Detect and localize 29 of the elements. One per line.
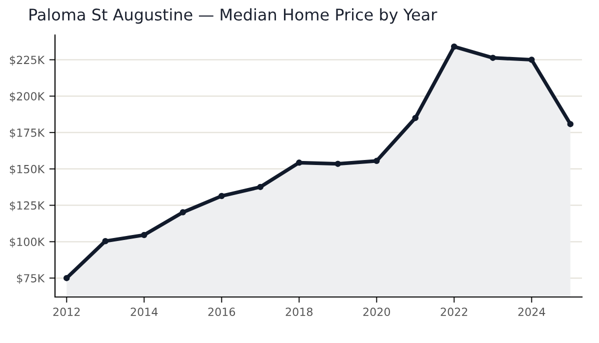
x-tick-label: 2020 — [363, 308, 390, 316]
point — [102, 238, 108, 244]
point — [218, 192, 225, 200]
x-tick-label: 2024 — [518, 308, 546, 316]
y-tick-label: $125K — [10, 201, 45, 212]
chart-title: Paloma St Augustine — Median Home Price by Year — [30, 8, 438, 24]
point — [490, 54, 496, 61]
point — [334, 160, 341, 167]
y-tick-label: $200K — [10, 92, 45, 102]
y-tick-label: $175K — [10, 128, 45, 138]
x-tick-label: 2014 — [130, 308, 158, 316]
x-tick-label: 2018 — [286, 308, 313, 316]
point — [412, 114, 418, 122]
point — [257, 184, 264, 190]
point — [528, 56, 535, 63]
y-tick-label: $100K — [10, 237, 45, 248]
point — [567, 120, 574, 128]
point — [296, 160, 302, 166]
point — [63, 274, 70, 282]
point — [374, 158, 380, 164]
point — [141, 232, 148, 238]
x-tick-label: 2016 — [208, 308, 236, 316]
point — [451, 44, 458, 50]
y-tick-label: $75K — [17, 274, 45, 284]
y-tick-label: $150K — [10, 164, 45, 175]
x-tick-label: 2012 — [53, 308, 80, 316]
point — [180, 209, 186, 216]
y-tick-label: $225K — [10, 56, 45, 66]
x-tick-label: 2022 — [440, 308, 468, 316]
